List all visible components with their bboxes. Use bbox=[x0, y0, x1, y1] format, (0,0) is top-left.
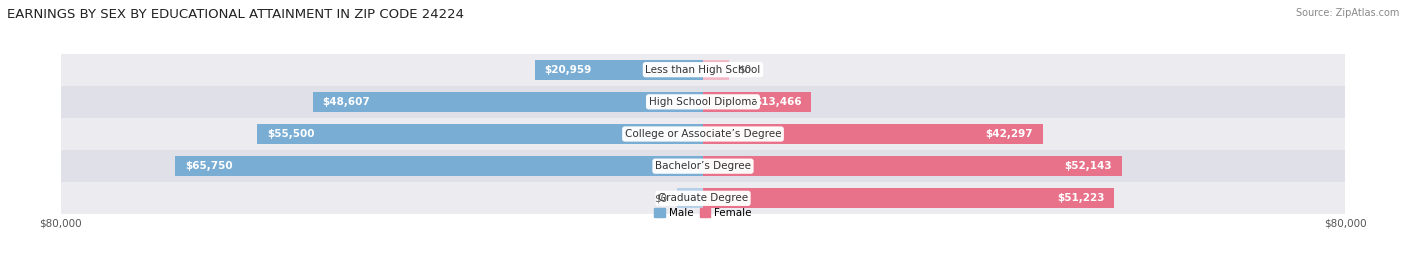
Text: $42,297: $42,297 bbox=[986, 129, 1033, 139]
Bar bbox=[60, 150, 1346, 182]
Bar bbox=[312, 92, 703, 112]
Bar bbox=[60, 118, 1346, 150]
Text: $0: $0 bbox=[655, 193, 668, 203]
Text: $13,466: $13,466 bbox=[754, 97, 801, 107]
Text: Graduate Degree: Graduate Degree bbox=[658, 193, 748, 203]
Text: $0: $0 bbox=[738, 65, 751, 75]
Text: EARNINGS BY SEX BY EDUCATIONAL ATTAINMENT IN ZIP CODE 24224: EARNINGS BY SEX BY EDUCATIONAL ATTAINMEN… bbox=[7, 8, 464, 21]
Bar bbox=[257, 124, 703, 144]
Text: $52,143: $52,143 bbox=[1064, 161, 1112, 171]
Text: Less than High School: Less than High School bbox=[645, 65, 761, 75]
Bar bbox=[703, 156, 1122, 176]
Text: College or Associate’s Degree: College or Associate’s Degree bbox=[624, 129, 782, 139]
Bar bbox=[60, 182, 1346, 214]
Text: High School Diploma: High School Diploma bbox=[648, 97, 758, 107]
Bar bbox=[60, 86, 1346, 118]
Bar bbox=[703, 188, 1114, 208]
Bar bbox=[176, 156, 703, 176]
Text: $51,223: $51,223 bbox=[1057, 193, 1105, 203]
Text: $65,750: $65,750 bbox=[184, 161, 232, 171]
Text: $48,607: $48,607 bbox=[322, 97, 370, 107]
Bar bbox=[60, 54, 1346, 86]
Text: Bachelor’s Degree: Bachelor’s Degree bbox=[655, 161, 751, 171]
Legend: Male, Female: Male, Female bbox=[650, 204, 756, 222]
Bar bbox=[534, 60, 703, 80]
Text: $20,959: $20,959 bbox=[544, 65, 592, 75]
Text: Source: ZipAtlas.com: Source: ZipAtlas.com bbox=[1295, 8, 1399, 18]
Text: $55,500: $55,500 bbox=[267, 129, 315, 139]
Bar bbox=[678, 188, 703, 208]
Bar bbox=[703, 60, 728, 80]
Bar bbox=[703, 124, 1042, 144]
Bar bbox=[703, 92, 811, 112]
